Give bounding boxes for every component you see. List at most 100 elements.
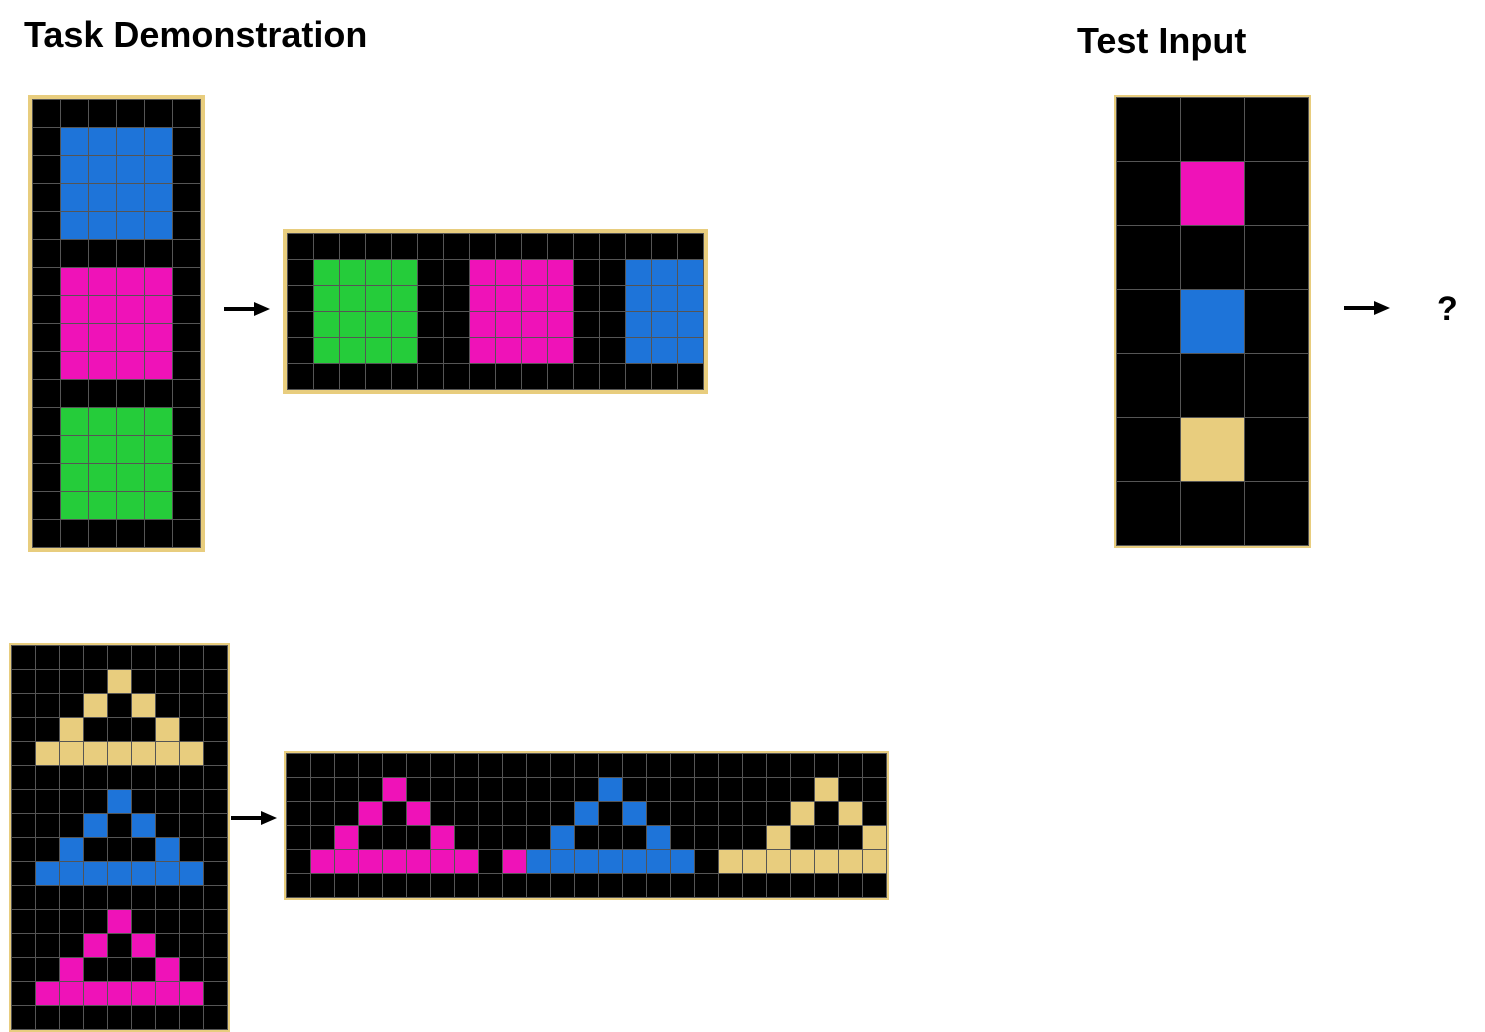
grid-cell [117,324,144,351]
grid-cell [173,352,200,379]
grid-cell [678,338,703,363]
grid-cell [600,312,625,337]
grid-cell [33,436,60,463]
grid-cell [392,338,417,363]
grid-cell [743,850,766,873]
grid-cell [392,312,417,337]
grid-cell [288,364,313,389]
grid-cell [522,338,547,363]
grid-cell [61,268,88,295]
grid-cell [156,958,179,981]
grid-cell [33,492,60,519]
grid-cell [503,826,526,849]
grid-cell [548,286,573,311]
grid-cell [117,268,144,295]
grid-cell [527,874,550,897]
grid-cell [204,934,227,957]
grid-cell [180,814,203,837]
grid-cell [503,778,526,801]
grid-cell [288,234,313,259]
grid-cell [839,802,862,825]
grid-cell [89,268,116,295]
grid-cell [340,234,365,259]
grid-cell [383,874,406,897]
grid-cell [156,766,179,789]
grid-cell [767,778,790,801]
grid-cell [173,184,200,211]
grid-cell [496,286,521,311]
grid-cell [156,670,179,693]
grid-cell [496,364,521,389]
grid-cell [791,754,814,777]
grid-cell [743,802,766,825]
grid-cell [600,286,625,311]
grid-cell [180,790,203,813]
grid-cell [1245,354,1308,417]
grid-cell [839,850,862,873]
grid-cell [815,754,838,777]
grid-cell [108,814,131,837]
grid-cell [156,718,179,741]
grid-cell [719,850,742,873]
grid-cell [60,646,83,669]
grid-cell [204,646,227,669]
grid-cell [340,338,365,363]
grid-cell [359,778,382,801]
grid-cell [132,670,155,693]
grid-cell [335,850,358,873]
grid-cell [84,670,107,693]
grid-cell [173,240,200,267]
grid-cell [791,874,814,897]
grid-cell [173,464,200,491]
grid-cell [33,520,60,547]
grid-cell [1117,226,1180,289]
grid-cell [652,338,677,363]
task-demonstration-title: Task Demonstration [24,14,368,55]
grid-cell [145,184,172,211]
grid-cell [407,754,430,777]
grid-cell [132,886,155,909]
grid-cell [599,874,622,897]
grid-cell [12,886,35,909]
grid-cell [180,646,203,669]
grid-cell [89,212,116,239]
grid-cell [314,338,339,363]
grid-cell [743,874,766,897]
grid-cell [204,838,227,861]
grid-cell [117,436,144,463]
grid-cell [145,408,172,435]
pair1-output-grid [283,229,708,394]
grid-cell [623,826,646,849]
grid-cell [503,874,526,897]
grid-cell [1245,162,1308,225]
grid-cell [470,234,495,259]
grid-cell [180,718,203,741]
grid-cell [145,436,172,463]
grid-cell [522,312,547,337]
grid-cell [204,742,227,765]
grid-cell [626,286,651,311]
grid-cell [108,934,131,957]
grid-cell [145,212,172,239]
grid-cell [418,234,443,259]
pair1-arrow-icon [224,302,270,316]
grid-cell [678,234,703,259]
grid-cell [60,886,83,909]
grid-cell [145,100,172,127]
grid-cell [60,694,83,717]
grid-cell [600,260,625,285]
grid-cell [61,212,88,239]
grid-cell [117,492,144,519]
grid-cell [33,240,60,267]
grid-cell [61,352,88,379]
grid-cell [574,312,599,337]
grid-cell [623,778,646,801]
grid-cell [117,296,144,323]
grid-cell [863,778,886,801]
grid-cell [791,826,814,849]
grid-cell [1181,290,1244,353]
pair2-output-grid [284,751,889,900]
grid-cell [455,826,478,849]
grid-cell [407,778,430,801]
grid-cell [479,874,502,897]
